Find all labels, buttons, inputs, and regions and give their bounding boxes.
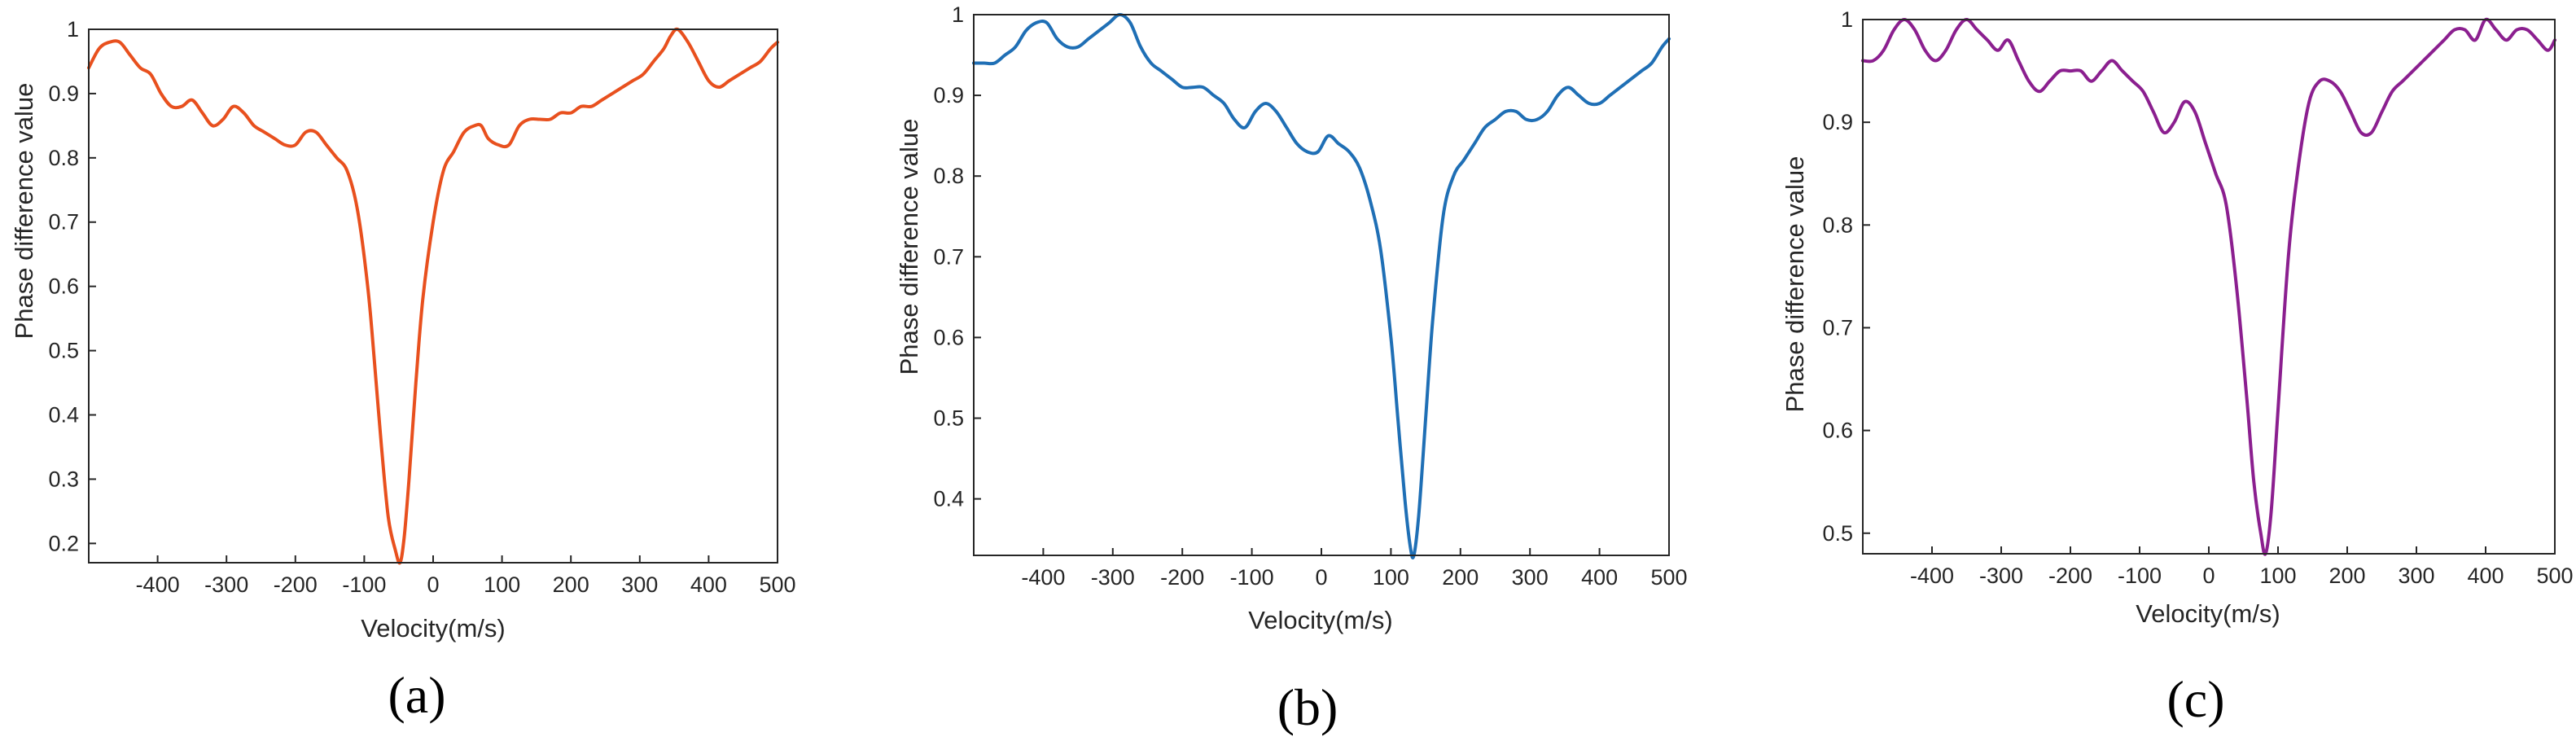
x-tick-label: -200 bbox=[1160, 565, 1204, 590]
y-tick-label: 0.4 bbox=[933, 487, 964, 511]
x-axis-label-b: Velocity(m/s) bbox=[1248, 606, 1392, 634]
y-tick-label: 0.6 bbox=[48, 274, 79, 299]
x-axis-label-c: Velocity(m/s) bbox=[2136, 599, 2280, 628]
y-tick-label: 0.9 bbox=[1822, 110, 1853, 134]
y-ticks-a: 0.2 0.3 0.4 0.5 0.6 0.7 0.8 0.9 1 bbox=[48, 17, 96, 555]
x-tick-label: -400 bbox=[136, 572, 180, 597]
y-tick-label: 0.6 bbox=[933, 325, 964, 349]
panel-label-a: (a) bbox=[388, 666, 445, 724]
x-tick-label: -100 bbox=[342, 572, 386, 597]
x-tick-label: 0 bbox=[2202, 564, 2215, 588]
series-line-c bbox=[1861, 17, 2556, 556]
y-tick-label: 0.8 bbox=[1822, 213, 1853, 237]
y-tick-label: 0.8 bbox=[933, 164, 964, 188]
x-ticks-b: -400 -300 -200 -100 0 100 200 300 400 500 bbox=[1021, 548, 1688, 590]
x-tick-label: 100 bbox=[484, 572, 520, 597]
x-tick-label: 0 bbox=[427, 572, 439, 597]
y-axis-label-c: Phase difference value bbox=[1781, 156, 1809, 413]
y-tick-label: 0.9 bbox=[48, 81, 79, 106]
plot-area-c bbox=[1862, 19, 2556, 555]
y-tick-label: 0.5 bbox=[48, 339, 79, 363]
y-ticks-c: 0.5 0.6 0.7 0.8 0.9 1 bbox=[1822, 7, 1870, 546]
plot-area-b bbox=[973, 14, 1670, 556]
y-tick-label: 1 bbox=[67, 17, 79, 42]
x-tick-label: -400 bbox=[1021, 565, 1065, 590]
y-tick-label: 0.9 bbox=[933, 83, 964, 107]
x-ticks-a: -400 -300 -200 -100 0 100 200 300 400 500 bbox=[136, 555, 796, 597]
x-tick-label: 200 bbox=[2328, 564, 2365, 588]
x-axis-label-a: Velocity(m/s) bbox=[361, 614, 505, 643]
plot-area-a bbox=[88, 29, 778, 564]
x-tick-label: -300 bbox=[1979, 564, 2023, 588]
y-tick-label: 0.7 bbox=[48, 210, 79, 235]
x-tick-label: -300 bbox=[204, 572, 248, 597]
x-tick-label: 300 bbox=[1512, 565, 1549, 590]
chart-panel-b: Phase difference value 0.40.50.60.70.80.… bbox=[895, 2, 1688, 736]
x-tick-label: -400 bbox=[1910, 564, 1954, 588]
x-tick-label: -200 bbox=[2048, 564, 2092, 588]
y-tick-label: 1 bbox=[1841, 7, 1853, 32]
y-axis-label-a: Phase difference value bbox=[10, 83, 38, 340]
chart-panel-c: Phase difference value 0.50.60.70.80.91 … bbox=[1781, 7, 2574, 728]
y-ticks-b: 0.4 0.5 0.6 0.7 0.8 0.9 1 bbox=[933, 2, 981, 511]
y-tick-label: 0.2 bbox=[48, 531, 79, 555]
x-ticks-c: -400 -300 -200 -100 0 100 200 300 400 500 bbox=[1910, 546, 2574, 588]
x-tick-label: 100 bbox=[1373, 565, 1409, 590]
x-tick-label: -100 bbox=[1230, 565, 1274, 590]
x-tick-label: 400 bbox=[690, 572, 727, 597]
series-line-b bbox=[972, 13, 1671, 559]
y-tick-label: 0.7 bbox=[933, 244, 964, 269]
y-tick-label: 0.5 bbox=[1822, 521, 1853, 546]
x-tick-label: 200 bbox=[553, 572, 589, 597]
chart-panel-a: Phase difference value 0.20.30.40.50.60.… bbox=[10, 17, 796, 724]
x-tick-label: 500 bbox=[759, 572, 795, 597]
x-tick-label: 300 bbox=[2398, 564, 2434, 588]
x-tick-label: -300 bbox=[1091, 565, 1135, 590]
x-tick-label: 500 bbox=[2536, 564, 2573, 588]
x-tick-label: 200 bbox=[1442, 565, 1479, 590]
x-tick-label: 100 bbox=[2259, 564, 2296, 588]
y-tick-label: 0.4 bbox=[48, 402, 79, 427]
y-axis-label-b: Phase difference value bbox=[895, 119, 923, 375]
x-tick-label: -100 bbox=[2118, 564, 2162, 588]
panel-label-b: (b) bbox=[1277, 678, 1338, 736]
y-tick-label: 0.8 bbox=[48, 146, 79, 170]
x-tick-label: 500 bbox=[1650, 565, 1687, 590]
y-tick-label: 0.7 bbox=[1822, 315, 1853, 340]
panel-label-c: (c) bbox=[2166, 670, 2224, 728]
x-tick-label: 0 bbox=[1315, 565, 1327, 590]
x-tick-label: 400 bbox=[2467, 564, 2504, 588]
x-tick-label: 300 bbox=[621, 572, 658, 597]
x-tick-label: -200 bbox=[274, 572, 318, 597]
y-tick-label: 1 bbox=[952, 2, 964, 27]
y-tick-label: 0.5 bbox=[933, 406, 964, 431]
y-tick-label: 0.6 bbox=[1822, 419, 1853, 443]
series-line-a bbox=[87, 27, 779, 565]
y-tick-label: 0.3 bbox=[48, 467, 79, 491]
x-tick-label: 400 bbox=[1581, 565, 1618, 590]
